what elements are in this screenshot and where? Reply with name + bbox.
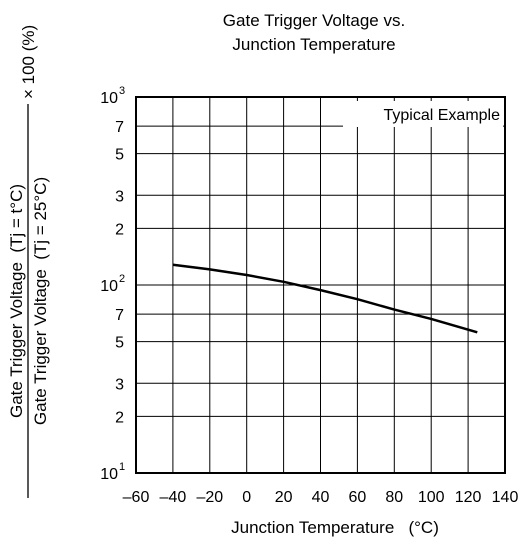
y-axis-label-suffix: × 100 (%) (19, 25, 38, 99)
y-axis-label-denominator: Gate Trigger Voltage (Tj = 25°C) (31, 177, 50, 425)
y-tick-label: 5 (115, 147, 124, 164)
plot-frame (135, 96, 506, 474)
y-tick-label: 10 (100, 90, 118, 107)
annotation-typical-example: Typical Example (384, 107, 501, 124)
x-tick-label: 80 (385, 489, 403, 506)
y-tick-label: 7 (115, 307, 124, 324)
chart-title-line-2: Junction Temperature (232, 35, 395, 54)
series-line (172, 263, 478, 334)
y-tick-label: 2 (115, 221, 124, 238)
y-tick-label-exponent: 3 (119, 85, 125, 97)
y-tick-label: 10 (100, 466, 118, 483)
x-axis-label: Junction Temperature (°C) (231, 518, 439, 537)
x-tick-label: 140 (492, 489, 519, 506)
x-tick-label: 100 (418, 489, 445, 506)
x-tick-label: 120 (455, 489, 482, 506)
y-tick-label: 5 (115, 335, 124, 352)
x-tick-label: 60 (349, 489, 367, 506)
x-tick-label: –40 (160, 489, 187, 506)
series (172, 263, 478, 334)
y-tick-label: 7 (115, 119, 124, 136)
grid (135, 96, 506, 474)
y-tick-label: 3 (115, 188, 124, 205)
x-tick-label: 0 (242, 489, 251, 506)
y-tick-label-exponent: 1 (119, 461, 125, 473)
y-axis-label-numerator: Gate Trigger Voltage (Tj = t°C) (7, 184, 26, 418)
chart-title-line-1: Gate Trigger Voltage vs. (223, 11, 405, 30)
y-axis-label: Gate Trigger Voltage (Tj = t°C) Gate Tri… (7, 25, 50, 498)
x-tick-label: –20 (196, 489, 223, 506)
x-tick-label: –60 (123, 489, 150, 506)
y-tick-label: 3 (115, 376, 124, 393)
y-tick-label-exponent: 2 (119, 273, 125, 285)
y-tick-label: 2 (115, 409, 124, 426)
y-tick-label: 10 (100, 278, 118, 295)
x-tick-label: 40 (312, 489, 330, 506)
x-tick-label: 20 (275, 489, 293, 506)
annotation-box (343, 101, 503, 127)
